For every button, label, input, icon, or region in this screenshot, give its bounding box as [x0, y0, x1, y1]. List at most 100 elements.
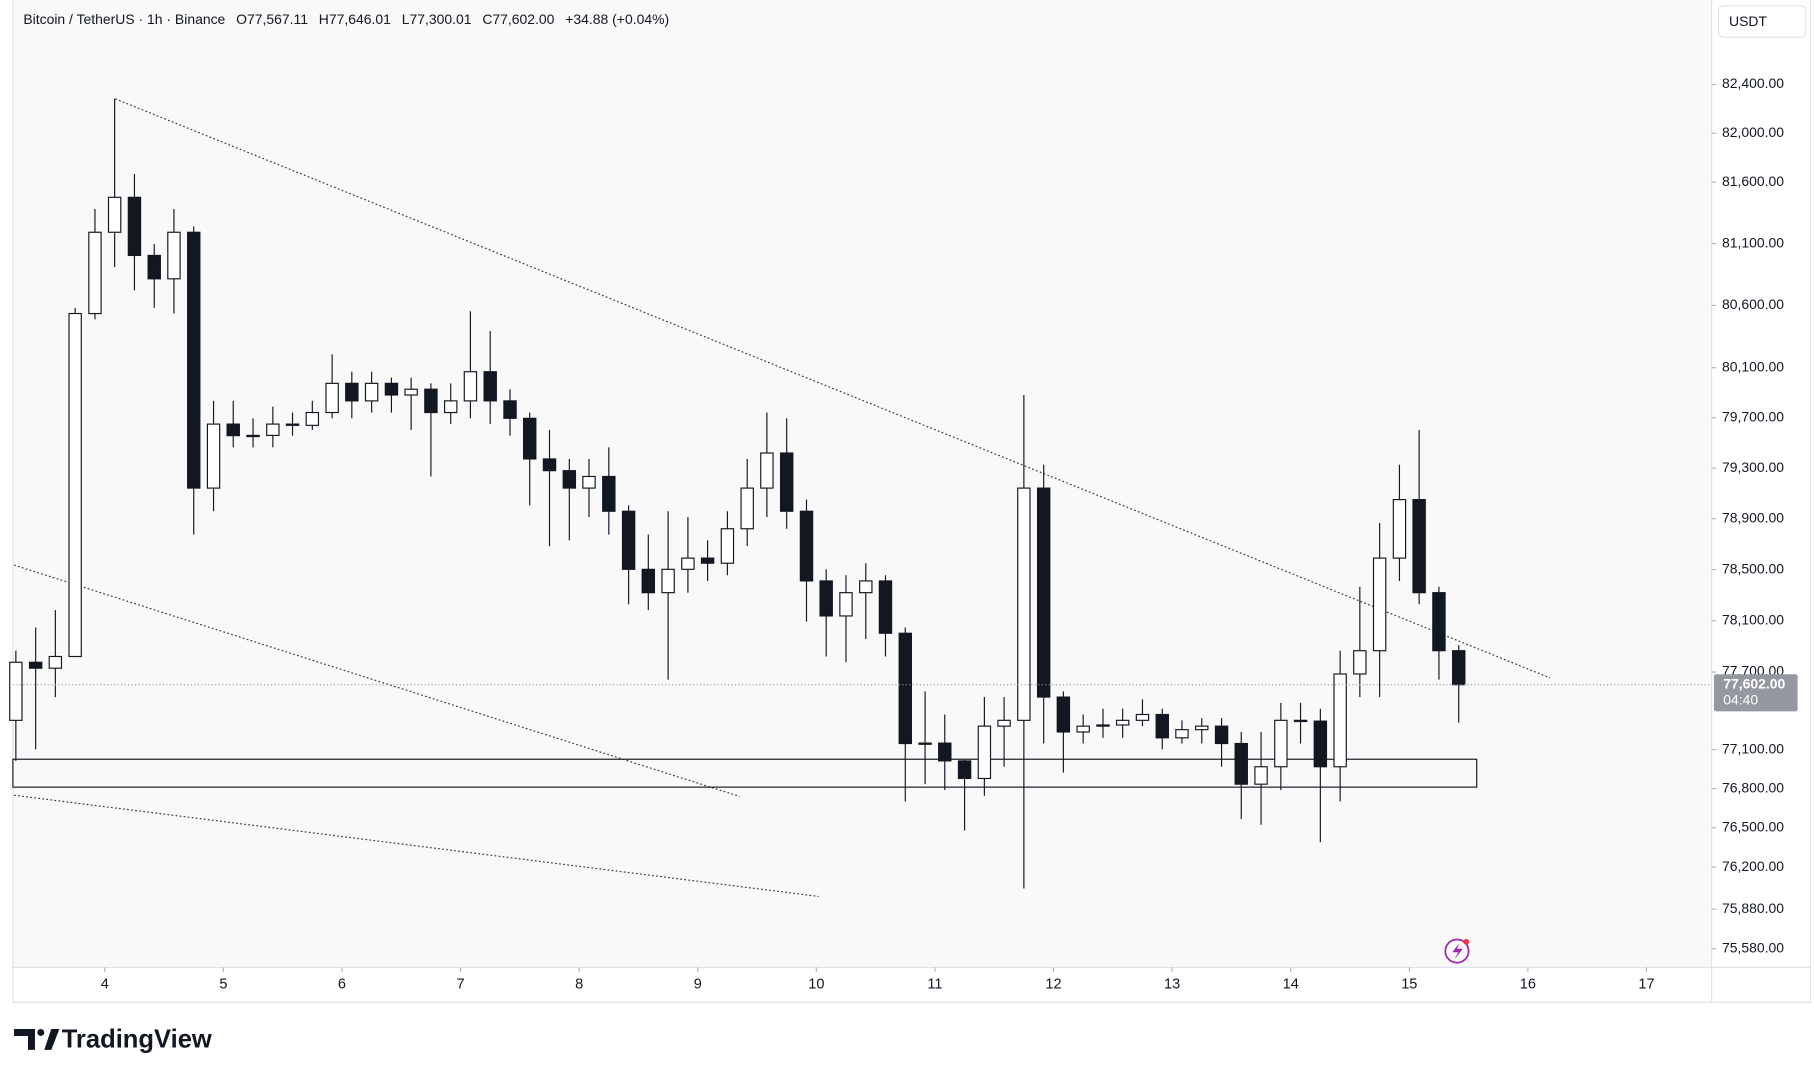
icon-circle[interactable]: [1444, 938, 1470, 964]
y-tick-label: 75,580.00: [1722, 939, 1784, 955]
candle-body: [918, 742, 932, 745]
candle-body: [957, 760, 972, 780]
currency-label[interactable]: USDT: [1729, 13, 1767, 29]
brand-name[interactable]: TradingView: [62, 1025, 212, 1053]
candle-body: [1214, 725, 1229, 745]
x-tick-label: 6: [338, 977, 346, 993]
y-tick-label: 81,100.00: [1722, 234, 1784, 250]
candle-body: [542, 458, 557, 472]
candle-body: [700, 557, 715, 564]
plot-area: [12, 0, 1712, 968]
y-tick-label: 76,200.00: [1722, 858, 1784, 874]
candle-body: [1076, 725, 1090, 733]
x-tick-label: 11: [927, 977, 942, 993]
icon-dot[interactable]: [1463, 938, 1470, 945]
currency-button[interactable]: [1717, 5, 1807, 38]
brand-logo[interactable]: TradingView: [14, 1025, 212, 1053]
y-tick-label: 79,300.00: [1722, 459, 1784, 475]
candle-body: [681, 557, 695, 570]
candle-body: [1274, 719, 1288, 768]
logo-mark[interactable]: [44, 1028, 60, 1050]
candle-body: [266, 423, 280, 436]
x-tick-label: 4: [101, 977, 109, 993]
x-tick-label: 10: [808, 977, 824, 993]
candle-body: [938, 742, 952, 762]
lightning-icon[interactable]: [1444, 938, 1470, 964]
y-tick-label: 77,100.00: [1722, 740, 1784, 756]
y-tick-label: 75,880.00: [1722, 900, 1784, 916]
symbol-title: Bitcoin / TetherUS · 1h · Binance: [23, 10, 225, 26]
y-tick-label: 78,900.00: [1722, 509, 1784, 525]
candle-body: [1017, 487, 1031, 721]
candle-body: [1353, 650, 1367, 675]
candle-body: [977, 725, 992, 780]
y-tick-label: 82,000.00: [1722, 124, 1784, 140]
candle-body: [503, 400, 517, 419]
candle-body: [147, 254, 161, 280]
x-tick-label: 7: [457, 977, 465, 993]
candle-body: [1313, 720, 1328, 768]
candle-body: [187, 231, 201, 489]
candle-body: [898, 632, 913, 745]
candle-body: [305, 411, 320, 426]
x-tick-label: 17: [1638, 977, 1654, 993]
trend-line: [13, 794, 819, 898]
logo-mark[interactable]: [14, 1028, 35, 1050]
x-tick-label: 16: [1520, 977, 1536, 993]
candle-body: [760, 452, 774, 489]
logo-mark[interactable]: [37, 1028, 45, 1036]
x-tick-label: 8: [575, 977, 583, 993]
candle-body: [522, 417, 537, 460]
candle-body: [167, 231, 181, 280]
price-change: +34.88 (+0.04%): [565, 10, 669, 26]
candle-body: [602, 475, 616, 512]
x-tick-label: 14: [1283, 977, 1299, 993]
countdown-label: 04:40: [1723, 692, 1758, 708]
trend-line: [114, 98, 1551, 679]
candle-body: [226, 423, 240, 437]
legend-header: Bitcoin / TetherUS · 1h · Binance O77,56…: [23, 10, 669, 26]
candle-body: [740, 487, 754, 530]
ohlc-close: C77,602.00: [482, 10, 554, 26]
candle-body: [463, 371, 478, 402]
trend-line: [13, 564, 740, 797]
candle-body: [1412, 499, 1426, 594]
x-tick-label: 12: [1045, 977, 1061, 993]
y-tick-label: 80,100.00: [1722, 358, 1784, 374]
candles: [9, 98, 1466, 889]
candle-body: [1135, 713, 1150, 721]
candle-body: [48, 655, 63, 669]
candle-body: [1056, 696, 1071, 733]
candle-body: [819, 580, 833, 617]
x-tick-label: 15: [1401, 977, 1417, 993]
candle-body: [1175, 729, 1189, 739]
x-tick-label: 9: [694, 977, 702, 993]
candle-body: [582, 475, 596, 489]
candle-body: [9, 661, 23, 721]
candle-body: [1372, 557, 1387, 652]
icon-bolt[interactable]: [1452, 942, 1463, 960]
candle-body: [444, 400, 458, 414]
candle-body: [661, 568, 675, 594]
ohlc-high: H77,646.01: [319, 10, 391, 26]
y-tick-label: 76,500.00: [1722, 818, 1784, 834]
candle-body: [1234, 742, 1248, 785]
candle-body: [1293, 719, 1308, 723]
last-price-label: 77,602.00: [1723, 675, 1785, 691]
candle-body: [384, 382, 399, 396]
y-tick-label: 80,600.00: [1722, 296, 1784, 312]
candle-body: [88, 231, 102, 315]
candle-body: [1432, 592, 1446, 652]
support-zone: [12, 758, 1478, 788]
candle-body: [206, 423, 221, 489]
candle-body: [1036, 487, 1051, 698]
ohlc-low: L77,300.01: [402, 10, 472, 26]
candle-body: [1115, 719, 1130, 726]
candle-body: [1452, 650, 1466, 686]
candle-body: [1155, 713, 1169, 739]
candle-body: [779, 452, 794, 512]
candle-body: [28, 661, 43, 669]
y-tick-label: 81,600.00: [1722, 173, 1784, 189]
